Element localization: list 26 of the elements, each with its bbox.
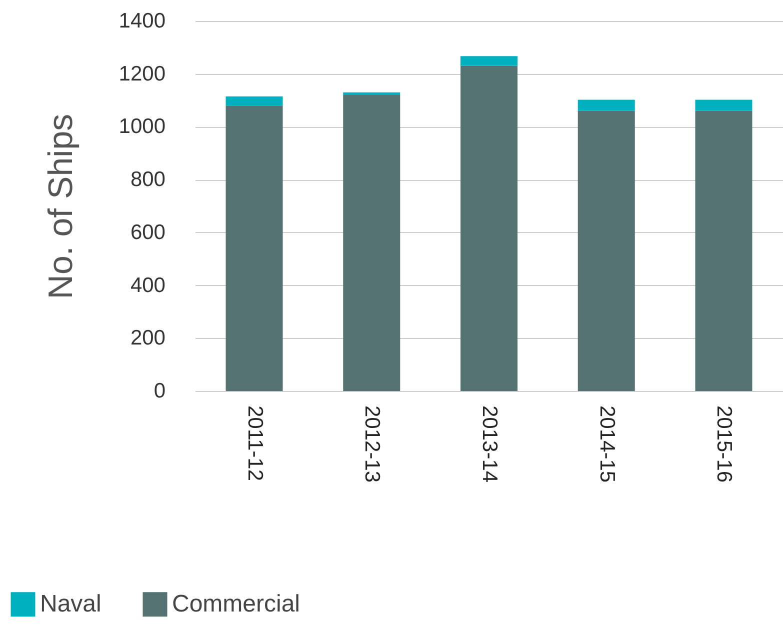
y-tick-label: 1200 <box>118 62 166 86</box>
bar <box>695 110 752 391</box>
bar <box>460 66 518 391</box>
bar <box>695 100 752 111</box>
x-tick-label: 2015-16 <box>712 406 736 483</box>
x-tick-label: 2011-12 <box>243 406 266 482</box>
x-tick-label: 2013-14 <box>478 406 501 483</box>
bar <box>226 106 283 391</box>
y-tick-label: 400 <box>130 274 166 297</box>
bar <box>578 110 635 391</box>
y-tick-label: 1000 <box>118 115 166 138</box>
y-tick-label: 1400 <box>118 10 166 32</box>
y-tick-label: 600 <box>130 220 166 244</box>
y-tick-label: 200 <box>130 326 166 350</box>
bar <box>460 56 518 66</box>
legend-label: Naval <box>40 590 102 618</box>
y-tick-label: 0 <box>154 380 166 402</box>
legend-label: Commercial <box>172 590 300 618</box>
bar <box>578 100 635 111</box>
y-axis-title: No. of Ships <box>42 114 80 300</box>
x-tick-label: 2012-13 <box>360 406 384 483</box>
x-tick-label: 2014-15 <box>595 406 618 483</box>
bar <box>343 92 400 95</box>
bar <box>343 95 400 391</box>
y-tick-label: 800 <box>130 168 166 192</box>
bar <box>226 96 283 106</box>
